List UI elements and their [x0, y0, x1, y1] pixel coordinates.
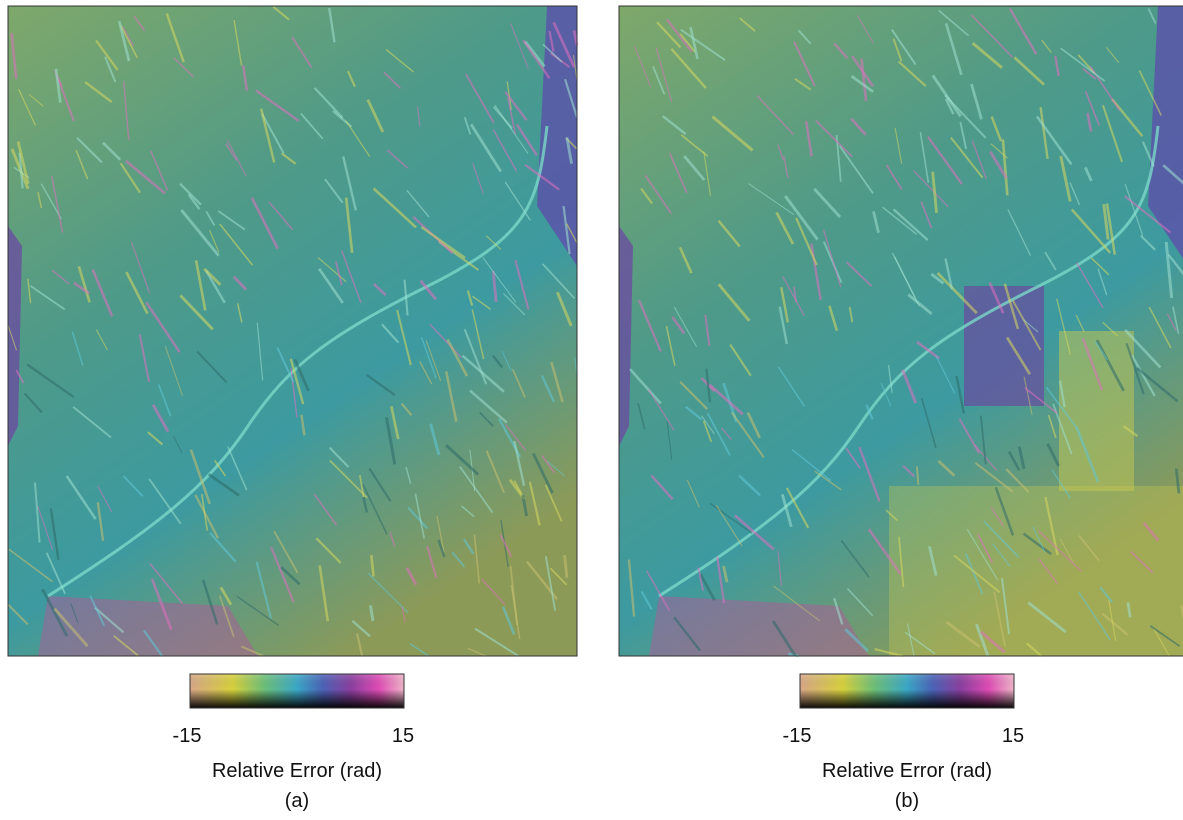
- colorbar-shade: [800, 674, 1014, 708]
- colorbar-label: Relative Error (rad): [212, 760, 382, 782]
- colorbar-max: 15: [1002, 725, 1024, 747]
- image-base: [8, 6, 577, 656]
- image-patch: [889, 486, 1183, 656]
- panel-caption: (b): [895, 790, 919, 812]
- colorbar-shade: [190, 674, 404, 708]
- figure: -15 15 Relative Error (rad) (a) -15 15 Relativ…: [0, 0, 1183, 815]
- terrain-image: [619, 6, 1183, 656]
- image-patch: [1059, 331, 1134, 491]
- colorbar-min: -15: [783, 725, 812, 747]
- colorbar-min: -15: [173, 725, 202, 747]
- terrain-image: [8, 6, 577, 656]
- colorbar-label: Relative Error (rad): [822, 760, 992, 782]
- panel-caption: (a): [285, 790, 309, 812]
- colorbar-max: 15: [392, 725, 414, 747]
